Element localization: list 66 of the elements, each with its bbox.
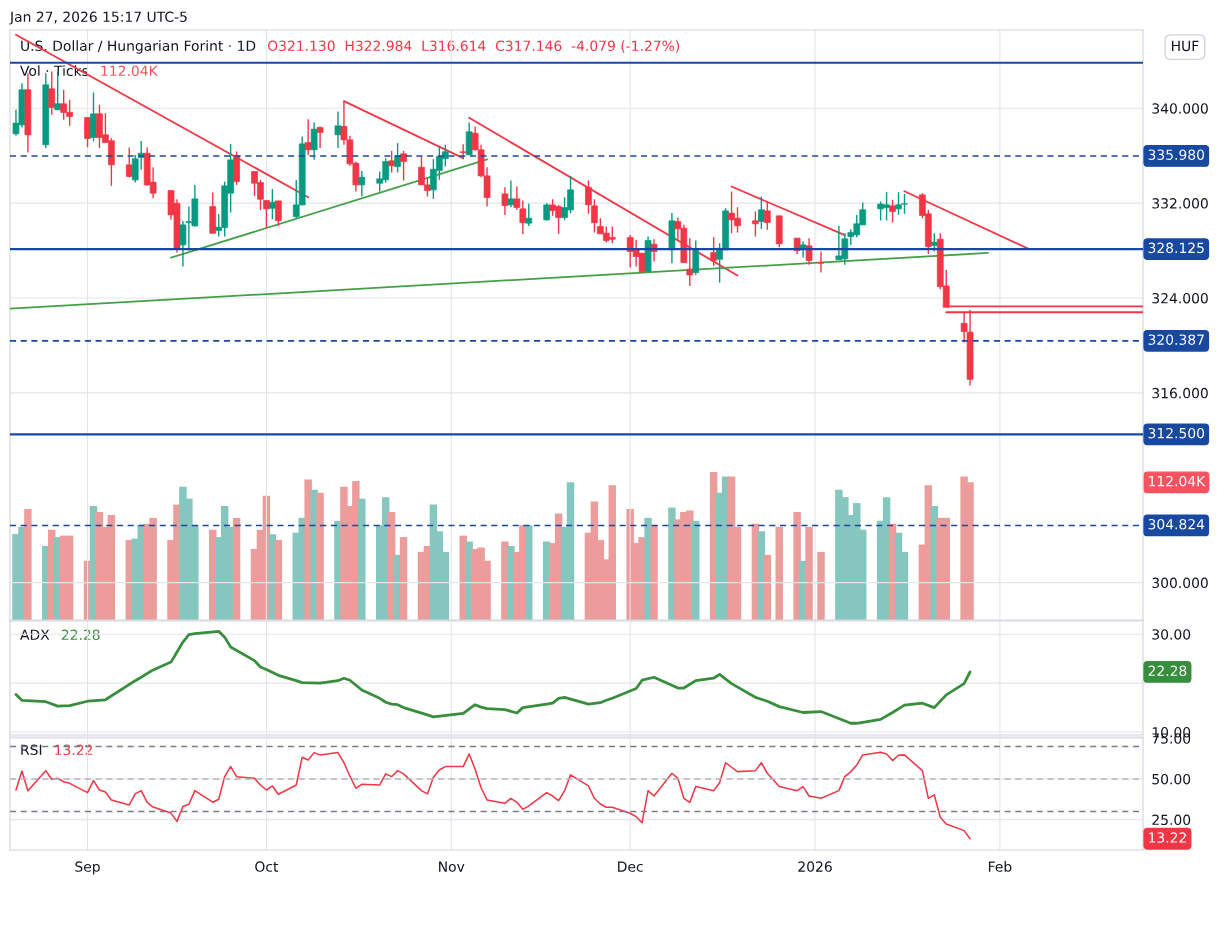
y-tick-label: 300.000 <box>1152 577 1208 589</box>
x-tick-label: Nov <box>439 861 465 872</box>
y-tick-label: 340.000 <box>1152 103 1208 114</box>
y-tick-label: 316.000 <box>1152 387 1208 399</box>
text: 22.28 <box>1148 665 1187 677</box>
ref-line-label: 320.387 <box>1148 334 1204 345</box>
candlestick <box>84 116 91 148</box>
candlestick <box>400 150 407 182</box>
ref-line-label: 312.500 <box>1148 427 1205 439</box>
bar <box>24 509 32 620</box>
x-tick-label: 2026 <box>798 861 832 872</box>
bar <box>692 520 700 620</box>
candlestick <box>90 91 97 143</box>
bar <box>650 525 658 620</box>
candlestick <box>692 239 700 276</box>
candlestick <box>752 210 759 238</box>
candlestick <box>889 199 896 224</box>
ref-line-label: 328.125 <box>1148 242 1204 254</box>
bar <box>763 554 772 620</box>
text: ADX <box>20 629 50 640</box>
y-tick-label: 30.00 <box>1152 629 1191 640</box>
bar <box>358 498 366 620</box>
text: 112.04K <box>1149 475 1206 487</box>
y-tick-label: 324.000 <box>1152 292 1208 304</box>
series-label: RSI <box>21 744 42 756</box>
bar <box>775 526 783 620</box>
candlestick <box>817 250 825 274</box>
bar <box>399 537 408 620</box>
bar <box>274 540 283 620</box>
candlestick <box>525 203 533 227</box>
bar <box>316 492 324 620</box>
bar <box>232 517 241 620</box>
bar <box>817 551 825 620</box>
y-tick-label: 332.000 <box>1152 198 1208 209</box>
x-tick-label: Dec <box>618 861 643 872</box>
x-tick-label: Feb <box>988 861 1012 872</box>
y-axis-title: HUF <box>1171 40 1199 52</box>
candlestick <box>763 200 771 231</box>
y-tick-label: 25.00 <box>1152 814 1191 826</box>
x-tick-label: Oct <box>255 861 279 872</box>
annotation: 22.28 <box>61 629 100 641</box>
candlestick <box>507 179 515 208</box>
candlestick <box>930 232 938 253</box>
text: 112.04K <box>101 65 158 77</box>
line-series <box>14 629 972 725</box>
candlestick <box>275 200 282 227</box>
candlestick <box>310 121 318 161</box>
bar <box>805 526 813 620</box>
candlestick <box>48 70 56 116</box>
ref-line-label: 304.824 <box>1148 518 1205 530</box>
y-tick-label: 50.00 <box>1152 773 1191 785</box>
text: Jan 27, 2026 15:17 UTC-5 <box>9 11 187 25</box>
ref-line-label: 335.980 <box>1148 149 1205 160</box>
candlestick <box>334 110 342 149</box>
candlestick <box>269 188 276 220</box>
candlestick <box>358 170 366 198</box>
text: O321.130 H322.984 L316.614 C317.146 -4.079 (-1.27%) <box>268 40 680 53</box>
candlestick <box>758 195 765 230</box>
candlestick <box>125 146 133 178</box>
x-tick-label: Sep <box>75 861 100 875</box>
candlestick <box>805 237 813 266</box>
candlestick <box>388 150 395 174</box>
bar <box>525 525 533 620</box>
text: 13.22 <box>1149 832 1186 843</box>
candlestick <box>501 186 509 216</box>
candlestick <box>710 236 717 267</box>
